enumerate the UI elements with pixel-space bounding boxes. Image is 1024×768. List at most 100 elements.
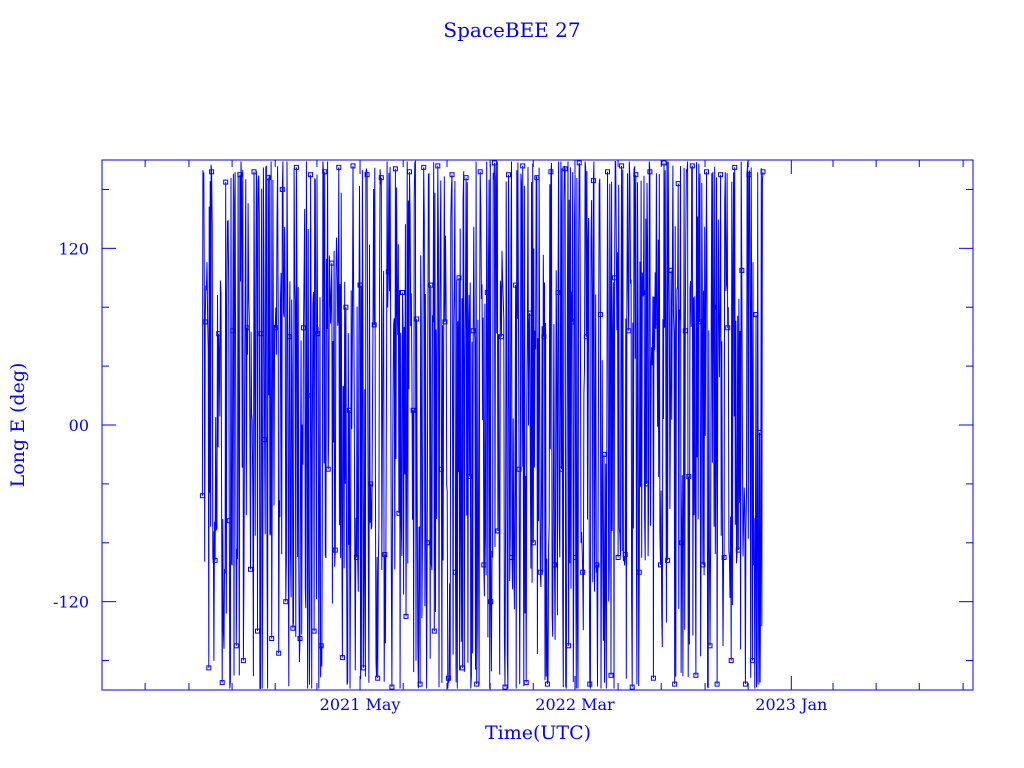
- data-point-marker: [530, 540, 536, 546]
- data-point-marker: [233, 643, 239, 649]
- data-point-marker: [481, 562, 487, 568]
- data-point-marker: [640, 290, 646, 295]
- data-point-marker: [435, 163, 441, 169]
- data-point-marker: [647, 169, 653, 175]
- data-point-marker: [728, 658, 734, 664]
- data-point-marker: [675, 181, 681, 187]
- data-point-marker: [396, 510, 402, 516]
- data-point-marker: [686, 474, 692, 479]
- data-point-marker: [654, 319, 660, 325]
- data-point-marker: [336, 164, 342, 170]
- data-point-marker: [488, 599, 494, 605]
- data-point-marker: [509, 555, 515, 560]
- x-axis-label: Time(UTC): [485, 722, 591, 744]
- data-point-marker: [704, 169, 709, 175]
- data-point-marker: [209, 169, 215, 175]
- data-point-marker: [537, 569, 543, 575]
- data-point-marker: [343, 304, 349, 310]
- data-point-marker: [449, 172, 455, 178]
- data-point-marker: [665, 557, 671, 563]
- data-point-marker: [385, 269, 391, 275]
- axes-layer: 120 00 -120 2021 May 2022 Mar 2023 Jan: [53, 159, 974, 714]
- data-point-marker: [371, 322, 377, 328]
- data-point-marker: [495, 528, 501, 534]
- data-point-marker: [566, 643, 572, 649]
- data-point-marker: [555, 290, 561, 295]
- data-point-marker: [650, 675, 656, 681]
- data-point-marker: [682, 328, 688, 334]
- longitude-track-line: [201, 160, 764, 689]
- data-series-group: [199, 160, 766, 690]
- data-point-marker: [523, 680, 529, 686]
- data-point-marker: [742, 681, 748, 687]
- data-point-marker: [615, 555, 621, 560]
- data-point-marker: [573, 555, 579, 560]
- x-tick-label: 2022 Mar: [535, 695, 615, 714]
- data-point-marker: [276, 650, 282, 656]
- data-point-marker: [534, 175, 540, 181]
- data-point-marker: [368, 481, 374, 487]
- data-point-marker: [612, 275, 618, 281]
- data-point-marker: [491, 160, 497, 166]
- data-point-marker: [636, 569, 642, 575]
- data-point-marker: [541, 334, 547, 340]
- data-point-marker: [417, 681, 423, 687]
- data-point-marker: [718, 172, 724, 178]
- data-point-marker: [721, 555, 727, 560]
- data-point-marker: [199, 493, 205, 499]
- data-point-marker: [283, 599, 289, 605]
- data-point-marker: [301, 325, 306, 331]
- data-point-marker: [707, 643, 713, 649]
- data-point-marker: [470, 328, 476, 334]
- data-point-marker: [389, 684, 395, 690]
- data-point-marker: [332, 547, 338, 553]
- data-point-marker: [576, 160, 582, 166]
- data-point-marker: [460, 665, 466, 671]
- data-point-marker: [279, 186, 285, 192]
- data-point-marker: [322, 169, 328, 175]
- data-point-marker: [757, 429, 762, 435]
- data-point-marker: [364, 172, 370, 178]
- data-point-marker: [350, 163, 356, 169]
- data-point-marker: [679, 540, 685, 546]
- data-point-marker: [357, 282, 363, 288]
- data-point-marker: [226, 518, 232, 524]
- data-point-marker: [590, 178, 596, 184]
- data-point-marker: [400, 290, 405, 295]
- data-point-marker: [513, 282, 519, 288]
- data-point-marker: [760, 169, 766, 175]
- data-point-marker: [318, 643, 324, 649]
- data-point-marker: [258, 331, 264, 337]
- data-point-marker: [453, 569, 458, 575]
- data-point-marker: [212, 557, 218, 563]
- data-point-marker: [605, 169, 610, 175]
- data-point-marker: [346, 407, 352, 413]
- data-point-marker: [467, 474, 473, 479]
- data-point-marker: [240, 658, 246, 664]
- data-point-marker: [502, 684, 508, 690]
- data-point-marker: [658, 562, 663, 568]
- data-point-marker: [725, 325, 731, 331]
- data-point-marker: [272, 325, 278, 331]
- data-point-marker: [251, 169, 257, 175]
- data-point-marker: [548, 169, 554, 175]
- data-point-marker: [424, 540, 430, 546]
- y-tick-label: 120: [58, 239, 89, 258]
- data-point-marker: [668, 267, 674, 273]
- data-point-marker: [293, 164, 299, 170]
- data-point-marker: [732, 164, 738, 170]
- x-tick-label: 2023 Jan: [755, 695, 827, 714]
- data-point-marker: [735, 547, 741, 553]
- data-point-marker: [629, 684, 635, 690]
- data-point-marker: [608, 672, 614, 678]
- data-point-marker: [477, 169, 483, 175]
- data-point-marker: [711, 304, 716, 310]
- data-point-marker: [421, 164, 427, 170]
- data-point-marker: [428, 282, 434, 288]
- y-tick-label: -120: [53, 593, 89, 612]
- data-point-marker: [297, 636, 303, 641]
- data-point-marker: [597, 312, 603, 318]
- data-point-marker: [689, 163, 695, 169]
- data-point-marker: [746, 172, 752, 178]
